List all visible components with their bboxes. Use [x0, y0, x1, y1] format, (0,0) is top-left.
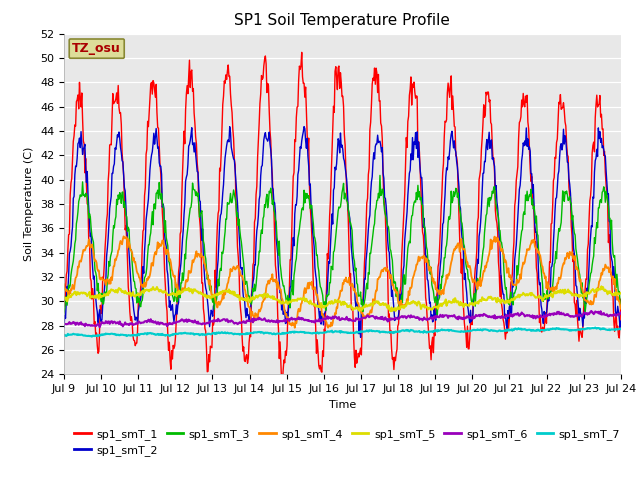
sp1_smT_6 [70, 320, 78, 326]
sp1_smT_1 [127, 314, 135, 320]
sp1_smT_2 [214, 266, 221, 272]
sp1_smT_3 [617, 303, 625, 309]
Line: sp1_smT_6: sp1_smT_6 [64, 311, 621, 327]
sp1_smT_3 [70, 251, 78, 256]
sp1_smT_5 [617, 290, 625, 296]
sp1_smT_2 [300, 124, 308, 130]
sp1_smT_7 [617, 326, 625, 332]
sp1_smT_3 [428, 264, 435, 270]
X-axis label: Time: Time [329, 400, 356, 409]
sp1_smT_2 [428, 312, 436, 318]
sp1_smT_6 [428, 314, 435, 320]
sp1_smT_2 [356, 335, 364, 340]
sp1_smT_1 [278, 380, 286, 385]
sp1_smT_5 [214, 291, 221, 297]
Line: sp1_smT_4: sp1_smT_4 [64, 236, 621, 328]
sp1_smT_4 [617, 306, 625, 312]
sp1_smT_5 [428, 307, 435, 312]
Legend: sp1_smT_1, sp1_smT_2, sp1_smT_3, sp1_smT_4, sp1_smT_5, sp1_smT_6, sp1_smT_7: sp1_smT_1, sp1_smT_2, sp1_smT_3, sp1_smT… [70, 424, 625, 460]
sp1_smT_4 [120, 233, 127, 239]
sp1_smT_1 [617, 296, 625, 302]
Line: sp1_smT_7: sp1_smT_7 [64, 327, 621, 336]
sp1_smT_6 [185, 317, 193, 323]
sp1_smT_7 [60, 333, 68, 338]
sp1_smT_2 [70, 193, 78, 199]
sp1_smT_4 [428, 273, 436, 278]
Text: TZ_osu: TZ_osu [72, 42, 121, 55]
sp1_smT_4 [412, 267, 419, 273]
sp1_smT_2 [60, 324, 68, 330]
sp1_smT_3 [376, 172, 384, 178]
sp1_smT_6 [96, 324, 104, 330]
Line: sp1_smT_1: sp1_smT_1 [64, 52, 621, 383]
sp1_smT_5 [60, 294, 68, 300]
sp1_smT_6 [128, 321, 136, 326]
sp1_smT_2 [617, 318, 625, 324]
sp1_smT_7 [88, 334, 96, 339]
sp1_smT_7 [214, 330, 222, 336]
sp1_smT_2 [184, 162, 192, 168]
sp1_smT_4 [185, 268, 193, 274]
sp1_smT_2 [127, 288, 135, 294]
sp1_smT_3 [214, 288, 221, 294]
sp1_smT_6 [214, 316, 222, 322]
sp1_smT_5 [70, 290, 78, 296]
Line: sp1_smT_3: sp1_smT_3 [64, 175, 621, 315]
sp1_smT_4 [291, 325, 299, 331]
sp1_smT_5 [411, 300, 419, 306]
Title: SP1 Soil Temperature Profile: SP1 Soil Temperature Profile [234, 13, 451, 28]
sp1_smT_3 [433, 312, 441, 318]
Line: sp1_smT_5: sp1_smT_5 [64, 287, 621, 311]
sp1_smT_2 [412, 130, 419, 135]
sp1_smT_5 [184, 286, 192, 292]
sp1_smT_4 [70, 286, 78, 292]
sp1_smT_3 [127, 247, 135, 252]
sp1_smT_5 [127, 293, 135, 299]
sp1_smT_1 [60, 295, 68, 300]
sp1_smT_5 [387, 308, 395, 314]
sp1_smT_6 [617, 310, 625, 315]
sp1_smT_6 [411, 314, 419, 320]
sp1_smT_6 [588, 308, 595, 314]
sp1_smT_4 [214, 301, 222, 307]
sp1_smT_1 [428, 340, 436, 346]
Line: sp1_smT_2: sp1_smT_2 [64, 127, 621, 337]
sp1_smT_1 [298, 49, 305, 55]
sp1_smT_7 [70, 331, 78, 337]
sp1_smT_7 [411, 329, 419, 335]
sp1_smT_3 [184, 225, 192, 231]
sp1_smT_1 [214, 223, 221, 228]
sp1_smT_7 [128, 333, 136, 338]
sp1_smT_6 [60, 321, 68, 327]
sp1_smT_3 [411, 198, 419, 204]
Y-axis label: Soil Temperature (C): Soil Temperature (C) [24, 147, 35, 261]
sp1_smT_1 [70, 133, 78, 139]
sp1_smT_7 [591, 324, 599, 330]
sp1_smT_4 [128, 250, 136, 255]
sp1_smT_1 [184, 91, 192, 96]
sp1_smT_5 [598, 284, 605, 289]
sp1_smT_7 [185, 331, 193, 336]
sp1_smT_1 [412, 96, 419, 101]
sp1_smT_3 [60, 310, 68, 316]
sp1_smT_7 [428, 328, 435, 334]
sp1_smT_4 [60, 281, 68, 287]
